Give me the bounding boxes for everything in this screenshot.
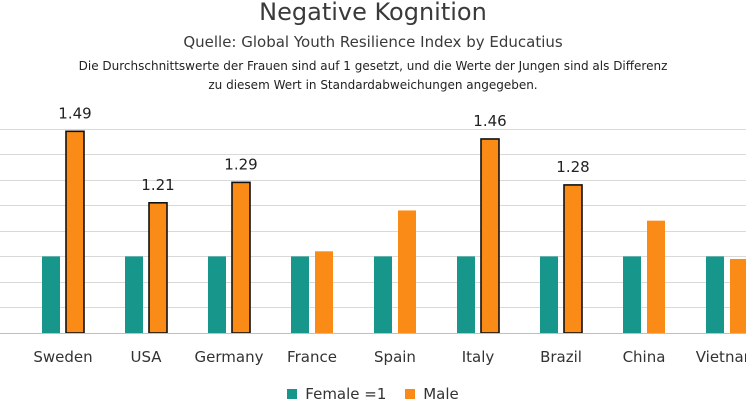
legend-label-male: Male (423, 385, 459, 403)
bar-male-italy (480, 138, 500, 334)
bar-female-usa (125, 256, 143, 333)
bar-male-brazil (563, 184, 583, 334)
chart-legend: Female =1 Male (0, 385, 746, 403)
legend-swatch-female (287, 389, 298, 399)
chart-note-line-1: Die Durchschnittswerte der Frauen sind a… (78, 59, 668, 73)
x-tick-label-china: China (623, 348, 666, 366)
bar-male-china (647, 220, 665, 333)
data-label-male-usa: 1.21 (141, 176, 174, 194)
data-label-male-brazil: 1.28 (556, 158, 589, 176)
bar-female-italy (457, 256, 475, 333)
bar-female-brazil (540, 256, 558, 333)
bar-male-germany (231, 181, 251, 334)
data-label-male-germany: 1.29 (224, 155, 257, 173)
bar-female-vietnam (706, 256, 724, 333)
bar-female-sweden (42, 256, 60, 333)
data-label-male-italy: 1.46 (473, 112, 506, 130)
bar-male-vietnam (730, 258, 746, 333)
chart-subtitle: Quelle: Global Youth Resilience Index by… (183, 33, 563, 51)
x-tick-label-spain: Spain (374, 348, 416, 366)
chart-title: Negative Kognition (259, 0, 487, 26)
legend-item-female: Female =1 (287, 385, 386, 403)
chart-note-line-2: zu diesem Wert in Standardabweichungen a… (208, 78, 538, 92)
x-tick-label-usa: USA (130, 348, 162, 366)
bar-female-france (291, 256, 309, 333)
legend-item-male: Male (405, 385, 459, 403)
data-label-male-sweden: 1.49 (58, 104, 91, 122)
bar-female-spain (374, 256, 392, 333)
bar-female-china (623, 256, 641, 333)
x-tick-label-sweden: Sweden (33, 348, 92, 366)
x-tick-label-italy: Italy (462, 348, 495, 366)
x-tick-label-vietnam: Vietnam (696, 348, 746, 366)
x-tick-label-brazil: Brazil (540, 348, 582, 366)
bar-female-germany (208, 256, 226, 333)
bar-male-usa (148, 202, 168, 334)
bar-male-france (315, 251, 333, 333)
bar-male-spain (398, 210, 416, 333)
bar-male-sweden (65, 130, 85, 334)
x-tick-label-france: France (287, 348, 337, 366)
chart-note: Die Durchschnittswerte der Frauen sind a… (0, 57, 746, 95)
legend-swatch-male (405, 389, 416, 399)
legend-label-female: Female =1 (305, 385, 387, 403)
x-tick-label-germany: Germany (195, 348, 264, 366)
